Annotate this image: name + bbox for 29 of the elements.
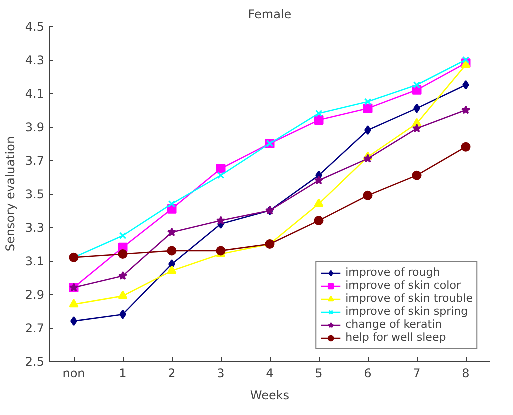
y-tick-label: 3.5 bbox=[25, 188, 45, 202]
y-tick-label: 3.3 bbox=[25, 221, 45, 235]
y-tick-label: 3.7 bbox=[25, 154, 45, 168]
legend-label: help for well sleep bbox=[346, 331, 446, 344]
x-axis-title: Weeks bbox=[250, 388, 290, 402]
legend-label: improve of skin spring bbox=[346, 305, 468, 318]
y-tick-label: 3.1 bbox=[25, 254, 45, 268]
x-tick-label: 2 bbox=[168, 366, 176, 380]
x-tick-label: 1 bbox=[119, 366, 127, 380]
y-axis-title: Sensory evaluation bbox=[3, 136, 18, 252]
x-tick-label: 8 bbox=[462, 366, 470, 380]
x-tick-label: 5 bbox=[315, 366, 323, 380]
x-tick-label: 6 bbox=[364, 366, 372, 380]
x-tick-label: 3 bbox=[217, 366, 225, 380]
chart-title: Female bbox=[248, 8, 292, 22]
y-tick-label: 2.9 bbox=[25, 288, 45, 302]
y-tick-label: 3.9 bbox=[25, 120, 45, 134]
y-tick-label: 2.7 bbox=[25, 322, 45, 336]
legend-label: improve of skin color bbox=[346, 279, 461, 292]
y-tick-label: 4.3 bbox=[25, 54, 45, 68]
legend-label: change of keratin bbox=[346, 318, 442, 331]
y-tick-label: 4.5 bbox=[25, 20, 45, 34]
y-tick-label: 4.1 bbox=[25, 87, 45, 101]
x-tick-label: 4 bbox=[266, 366, 274, 380]
legend-label: improve of rough bbox=[346, 266, 440, 279]
x-tick-label: 7 bbox=[413, 366, 421, 380]
legend-label: improve of skin trouble bbox=[346, 292, 473, 305]
x-tick-label: non bbox=[62, 366, 86, 380]
y-tick-label: 2.5 bbox=[25, 355, 45, 369]
